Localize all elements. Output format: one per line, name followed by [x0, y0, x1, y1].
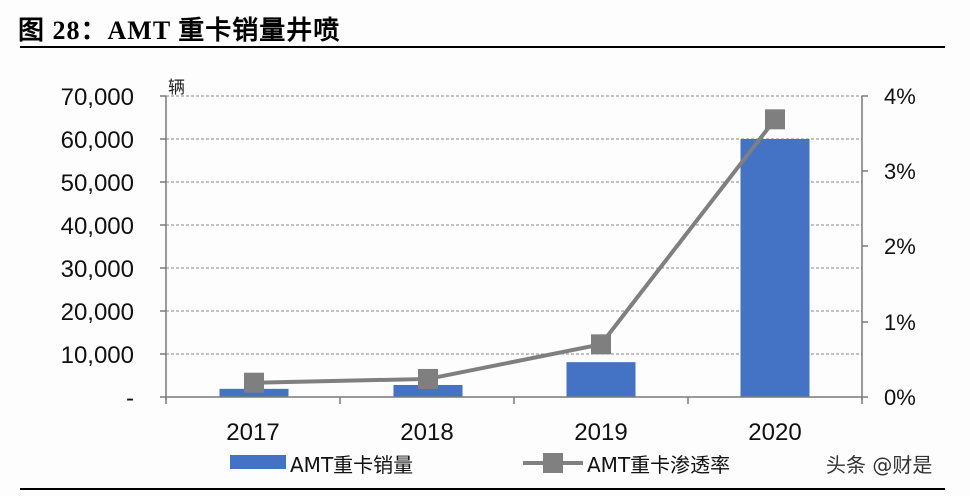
bar-series — [219, 139, 810, 397]
left-tick: 20,000 — [61, 299, 134, 326]
right-tick: 0% — [884, 385, 916, 410]
right-tick: 3% — [884, 159, 916, 184]
x-tick: 2019 — [574, 419, 627, 446]
legend: AMT重卡销量 AMT重卡渗透率 头条 @财是 — [230, 453, 932, 477]
left-tick: 40,000 — [61, 213, 134, 240]
left-tick: 30,000 — [61, 256, 134, 283]
right-axis-labels: 0% 1% 2% 3% 4% — [884, 84, 916, 410]
right-tick: 4% — [884, 84, 916, 109]
left-axis-unit: 辆 — [168, 78, 185, 98]
watermark: 头条 @财是 — [826, 453, 932, 477]
bar-2017 — [219, 388, 289, 397]
axes-lines — [160, 95, 868, 404]
right-tick: 2% — [884, 234, 916, 259]
x-tick: 2017 — [226, 419, 279, 446]
left-tick: - — [126, 385, 134, 412]
figure-title: 图 28：AMT 重卡销量井喷 — [18, 16, 341, 45]
bar-2020 — [740, 139, 810, 397]
right-tick: 1% — [884, 310, 916, 335]
square-marker-icon — [418, 368, 438, 389]
legend-line-label: AMT重卡渗透率 — [587, 453, 730, 477]
x-tick: 2018 — [400, 419, 453, 446]
left-tick: 10,000 — [61, 342, 134, 369]
bottom-rule — [20, 488, 945, 490]
square-marker-icon — [591, 334, 611, 355]
penetration-line — [253, 118, 777, 385]
legend-bar-swatch — [230, 455, 286, 469]
square-marker-icon — [244, 372, 264, 393]
bar-2018 — [393, 384, 463, 397]
legend-bar-label: AMT重卡销量 — [290, 453, 413, 477]
x-axis-labels: 2017 2018 2019 2020 — [226, 419, 801, 446]
left-tick: 70,000 — [61, 84, 134, 111]
bar-2019 — [566, 362, 636, 397]
left-tick: 50,000 — [61, 170, 134, 197]
line-series — [244, 109, 785, 393]
legend-square-marker-icon — [543, 453, 563, 473]
x-tick: 2020 — [748, 419, 801, 446]
top-rule — [20, 46, 945, 48]
square-marker-icon — [765, 109, 785, 130]
left-axis-labels: - 10,000 20,000 30,000 40,000 50,000 60,… — [61, 84, 134, 412]
left-tick: 60,000 — [61, 127, 134, 154]
